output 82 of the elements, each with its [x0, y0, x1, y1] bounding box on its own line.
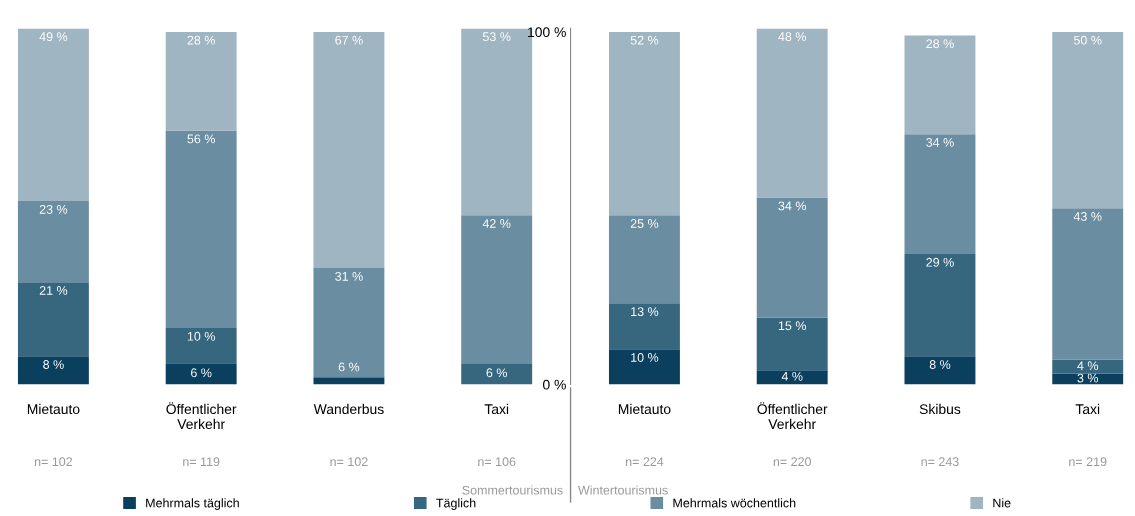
- data-label: 29 %: [926, 257, 954, 267]
- data-label: 4 %: [1077, 361, 1099, 371]
- data-label: 10 %: [187, 331, 215, 341]
- legend-label: Mehrmals täglich: [146, 498, 239, 510]
- text: Wintertourismus: [578, 485, 668, 495]
- bar: [608, 303, 680, 350]
- legend-label: Mehrmals wöchentlich: [673, 498, 796, 508]
- bar: [165, 328, 237, 364]
- x-tick-label: Mietauto: [618, 403, 671, 415]
- bar: [1052, 31, 1124, 209]
- bar: [904, 253, 976, 357]
- text: n= 224: [625, 457, 664, 466]
- data-label: 34 %: [926, 137, 954, 147]
- x-tick-label: Taxi: [1075, 403, 1100, 415]
- bar: [756, 317, 828, 371]
- x-tick-label: Wanderbus: [313, 403, 384, 415]
- bar: [313, 377, 385, 385]
- data-label: 31 %: [335, 271, 363, 281]
- data-label: 53 %: [482, 32, 511, 42]
- data-label: 52 %: [630, 35, 659, 45]
- bar: [313, 31, 385, 269]
- data-label: 42 %: [482, 219, 511, 228]
- y-tick-label: 100 %: [528, 27, 566, 38]
- data-label: 6 %: [191, 368, 212, 378]
- x-tick-label: Öffentlicher Verkehr: [757, 402, 828, 430]
- data-label: 13 %: [631, 307, 659, 317]
- legend-label: Täglich: [436, 498, 476, 510]
- text: n= 102: [330, 457, 368, 467]
- data-label: 25 %: [630, 219, 659, 228]
- bar: [904, 35, 976, 135]
- x-tick-label: Skibus: [919, 403, 961, 415]
- bar: [17, 356, 89, 385]
- y-tick-label: 0 %: [543, 379, 566, 390]
- bar: [461, 363, 533, 385]
- data-label: 50 %: [1073, 35, 1102, 45]
- text: n= 102: [34, 457, 73, 467]
- data-label: 3 %: [1077, 373, 1099, 383]
- data-label: 56 %: [187, 134, 215, 144]
- bar: [17, 201, 89, 283]
- text: n= 119: [183, 457, 220, 467]
- bar: [1052, 208, 1124, 360]
- bar: [608, 31, 680, 216]
- data-label: 15 %: [778, 321, 806, 331]
- bar: [904, 356, 976, 385]
- bar: [904, 134, 976, 254]
- legend-label: Nie: [993, 498, 1011, 508]
- bar: [461, 215, 533, 364]
- x-tick-label: Taxi: [484, 403, 509, 415]
- bar: [1052, 359, 1124, 374]
- data-label: 21 %: [39, 286, 68, 295]
- data-label: 8 %: [43, 360, 64, 369]
- data-label: 28 %: [926, 39, 954, 49]
- annotation: 6 %: [338, 362, 360, 372]
- data-label: 48 %: [778, 32, 806, 42]
- data-label: 23 %: [39, 204, 68, 214]
- x-tick-label: Öffentlicher Verkehr: [166, 402, 237, 430]
- bar: [313, 268, 385, 378]
- bar: [608, 215, 680, 304]
- text: n= 106: [478, 457, 516, 467]
- text: n= 243: [921, 457, 959, 467]
- data-label: 8 %: [929, 360, 951, 369]
- x-tick-label: Mietauto: [27, 403, 80, 415]
- bar: [17, 282, 89, 357]
- data-label: 4 %: [781, 371, 803, 381]
- data-label: 28 %: [187, 35, 215, 45]
- text: n= 220: [773, 457, 811, 467]
- text: n= 219: [1069, 457, 1107, 467]
- data-label: 10 %: [631, 353, 659, 362]
- bar: [165, 130, 237, 329]
- bar: [756, 370, 828, 385]
- bar: [165, 31, 237, 131]
- data-label: 6 %: [486, 368, 508, 378]
- bar: [17, 28, 89, 202]
- bar: [756, 197, 828, 318]
- data-label: 34 %: [778, 201, 806, 211]
- data-label: 67 %: [335, 35, 363, 45]
- bar: [165, 363, 237, 385]
- text: Sommertourismus: [462, 485, 563, 495]
- data-label: 43 %: [1073, 212, 1102, 221]
- bar: [608, 349, 680, 385]
- data-label: 49 %: [39, 32, 68, 42]
- bar: [756, 28, 828, 198]
